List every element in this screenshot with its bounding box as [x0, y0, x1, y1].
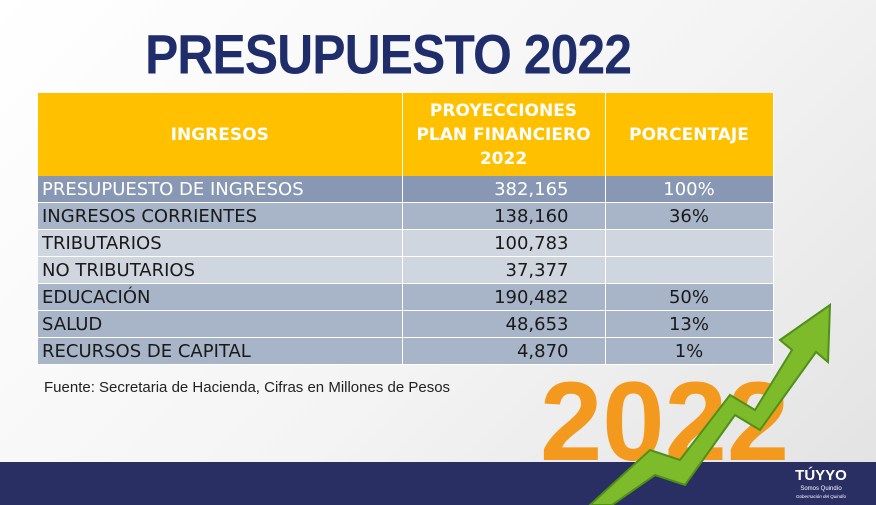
- row-label: RECURSOS DE CAPITAL: [38, 337, 403, 365]
- row-label: NO TRIBUTARIOS: [38, 256, 403, 284]
- row-label: SALUD: [38, 310, 403, 338]
- table-row: TRIBUTARIOS 100,783: [38, 229, 774, 257]
- gobernacion-logo: TÚYYO Somos Quindío Gobernación del Quin…: [795, 466, 847, 499]
- row-amount: 382,165: [402, 176, 606, 203]
- row-label: PRESUPUESTO DE INGRESOS: [38, 176, 403, 203]
- row-percent: 1%: [605, 337, 774, 365]
- row-percent: [605, 256, 774, 284]
- header-proyecciones: PROYECCIONES PLAN FINANCIERO 2022: [402, 93, 606, 176]
- header-proyecciones-line3: 2022: [479, 148, 528, 169]
- table-row: PRESUPUESTO DE INGRESOS 382,165 100%: [38, 176, 774, 203]
- source-note: Fuente: Secretaria de Hacienda, Cifras e…: [44, 379, 451, 396]
- row-label: EDUCACIÓN: [38, 283, 403, 311]
- table-row: NO TRIBUTARIOS 37,377: [38, 256, 774, 284]
- header-porcentaje: PORCENTAJE: [605, 93, 774, 176]
- row-percent: [605, 229, 774, 257]
- row-percent: 36%: [605, 202, 774, 230]
- table-row: INGRESOS CORRIENTES 138,160 36%: [38, 202, 774, 230]
- header-ingresos: INGRESOS: [38, 93, 403, 176]
- row-label: TRIBUTARIOS: [38, 229, 403, 257]
- row-amount: 37,377: [402, 256, 606, 284]
- table-row: RECURSOS DE CAPITAL 4,870 1%: [38, 337, 774, 365]
- table-row: EDUCACIÓN 190,482 50%: [38, 283, 774, 311]
- row-amount: 4,870: [402, 337, 606, 365]
- row-percent: 100%: [605, 176, 774, 203]
- rising-arrow-icon: [588, 303, 832, 505]
- row-label: INGRESOS CORRIENTES: [38, 202, 403, 230]
- bottom-bar: [0, 462, 876, 505]
- logo-text: TÚYYO: [795, 466, 847, 484]
- table-header-row: INGRESOS PROYECCIONES PLAN FINANCIERO 20…: [38, 93, 774, 176]
- header-proyecciones-line1: PROYECCIONES: [429, 100, 578, 121]
- logo-tagline: Somos Quindío: [800, 486, 842, 492]
- page-title: PRESUPUESTO 2022: [144, 23, 632, 86]
- header-proyecciones-line2: PLAN FINANCIERO: [416, 124, 591, 145]
- row-percent: 50%: [605, 283, 774, 311]
- year-2022-arrow-graphic: 2022: [540, 303, 832, 505]
- row-amount: 190,482: [402, 283, 606, 311]
- table-row: SALUD 48,653 13%: [38, 310, 774, 338]
- row-percent: 13%: [605, 310, 774, 338]
- row-amount: 138,160: [402, 202, 606, 230]
- budget-table: INGRESOS PROYECCIONES PLAN FINANCIERO 20…: [38, 93, 774, 365]
- logo-subtitle: Gobernación del Quindío: [796, 494, 847, 499]
- row-amount: 48,653: [402, 310, 606, 338]
- row-amount: 100,783: [402, 229, 606, 257]
